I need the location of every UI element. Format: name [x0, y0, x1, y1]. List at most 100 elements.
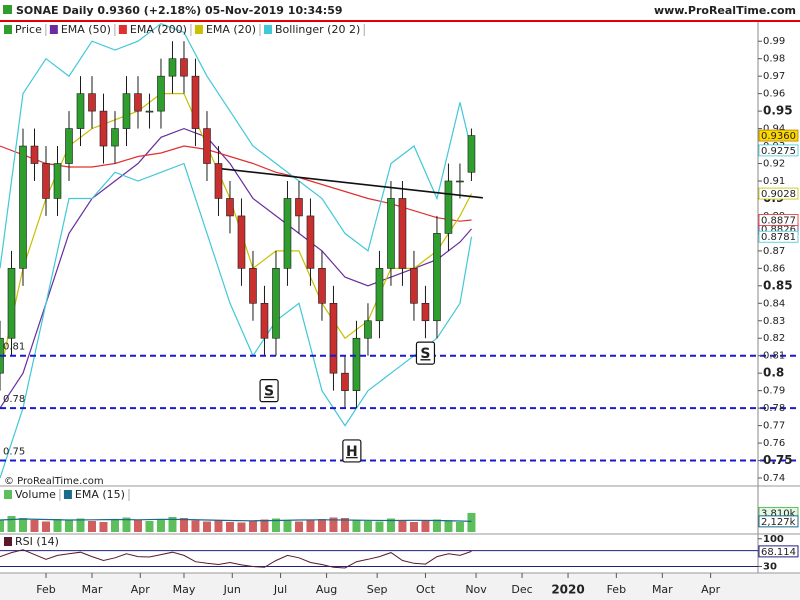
x-tick-label: Apr	[131, 583, 151, 596]
y-tick-label: 0.96	[763, 89, 785, 100]
legend-swatch	[63, 490, 72, 499]
candle-body	[249, 268, 257, 304]
volume-bar	[18, 518, 27, 532]
legend-swatch	[263, 25, 272, 34]
y-tick-label: 0.91	[763, 176, 785, 187]
legend-label: Volume	[15, 488, 56, 501]
volume-bar	[444, 520, 453, 532]
candle-body	[122, 93, 131, 129]
volume-bar	[168, 517, 177, 532]
y-tick-label: 0.99	[763, 36, 785, 47]
volume-bar	[191, 520, 200, 532]
candle-body	[456, 180, 464, 183]
legend-label: Bollinger (20 2)	[275, 23, 360, 36]
x-tick-label: Feb	[36, 583, 55, 596]
volume-bar	[317, 519, 326, 532]
last-value-label: 0.8877	[761, 215, 796, 226]
last-value-box	[758, 515, 799, 528]
last-value-box	[758, 230, 799, 243]
legend-swatch	[194, 25, 203, 34]
candle-body	[364, 320, 372, 339]
y-tick-label: 0.97	[763, 71, 785, 82]
y-tick-label: 30	[763, 561, 777, 572]
candle-body	[19, 145, 27, 269]
source: www.ProRealTime.com	[654, 4, 796, 17]
legend-label: EMA (15)	[75, 488, 125, 501]
x-tick-label: Aug	[316, 583, 337, 596]
candle-body	[168, 58, 177, 77]
x-tick-label: Oct	[416, 583, 436, 596]
volume-bar	[467, 512, 476, 532]
copyright: © ProRealTime.com	[4, 476, 104, 487]
volume-bar	[306, 520, 315, 532]
y-tick-label: 0.82	[763, 333, 785, 344]
volume-bar	[53, 519, 62, 532]
volume-bar	[340, 518, 349, 532]
volume-bar	[214, 520, 223, 532]
x-tick-label: Nov	[465, 583, 487, 596]
candle-body	[433, 233, 441, 322]
candle-body	[410, 268, 418, 304]
x-tick-label: Jul	[273, 583, 287, 596]
candle-body	[30, 145, 39, 164]
x-tick-label: Sep	[367, 583, 388, 596]
candle-body	[42, 163, 50, 199]
candle-body	[53, 163, 62, 199]
candle-body	[214, 163, 223, 199]
candle-body	[444, 180, 453, 234]
y-tick-label: 0.95	[763, 104, 793, 118]
candle-body	[421, 302, 430, 322]
y-tick-label: 0.85	[763, 278, 793, 292]
y-tick-label: 0.83	[763, 316, 785, 327]
x-tick-label: Jun	[223, 583, 241, 596]
volume-bar	[248, 521, 257, 532]
bollinger-upper	[0, 23, 473, 269]
volume-bar	[432, 519, 441, 532]
legend-label: EMA (20)	[206, 23, 256, 36]
volume-bar	[110, 519, 119, 532]
volume-bar	[225, 522, 234, 532]
annotation-label: S	[420, 346, 430, 362]
y-tick-label: 0.94	[763, 124, 785, 135]
annotation-box	[415, 341, 436, 365]
candle-body	[237, 215, 246, 269]
volume-bar	[352, 520, 361, 532]
annotation-label: H	[346, 444, 358, 460]
legend-swatch	[118, 25, 127, 34]
last-value-box	[758, 545, 799, 558]
y-tick-label: 0.84	[763, 298, 785, 309]
y-tick-label: 0.78	[763, 403, 785, 414]
x-tick-label: Dec	[511, 583, 532, 596]
volume-bar	[156, 519, 165, 532]
legend-label: Price	[15, 23, 42, 36]
last-value-label: 2,127k	[761, 517, 796, 528]
last-value-label: 0.9360	[761, 131, 796, 142]
volume-bar	[133, 520, 142, 532]
x-tick-label: May	[173, 583, 196, 596]
x-tick-label: Mar	[652, 583, 673, 596]
candle-body	[145, 110, 154, 113]
y-tick-label: 0.86	[763, 263, 785, 274]
candle-body	[387, 198, 395, 269]
volume-bar	[260, 519, 269, 532]
volume-bar	[329, 517, 338, 532]
candle-body	[134, 93, 142, 112]
candle-body	[65, 128, 73, 164]
volume-bar	[237, 522, 246, 532]
last-value-box	[758, 214, 799, 226]
volume-bar	[409, 522, 418, 532]
volume-bar	[421, 521, 430, 532]
y-tick-label: 0.98	[763, 54, 785, 65]
rsi-line	[0, 549, 472, 569]
volume-bar	[122, 517, 131, 532]
candle-body	[467, 135, 476, 173]
legend-label: EMA (200)	[130, 23, 187, 36]
candle-body	[260, 302, 269, 339]
bollinger-lower	[0, 162, 473, 479]
volume-bar	[398, 520, 407, 532]
last-value-label: 0.9275	[761, 146, 796, 157]
last-value-label: 68.114	[761, 547, 796, 558]
x-tick-label: Feb	[607, 583, 626, 596]
candle-body	[203, 128, 211, 164]
candle-body	[191, 75, 200, 129]
